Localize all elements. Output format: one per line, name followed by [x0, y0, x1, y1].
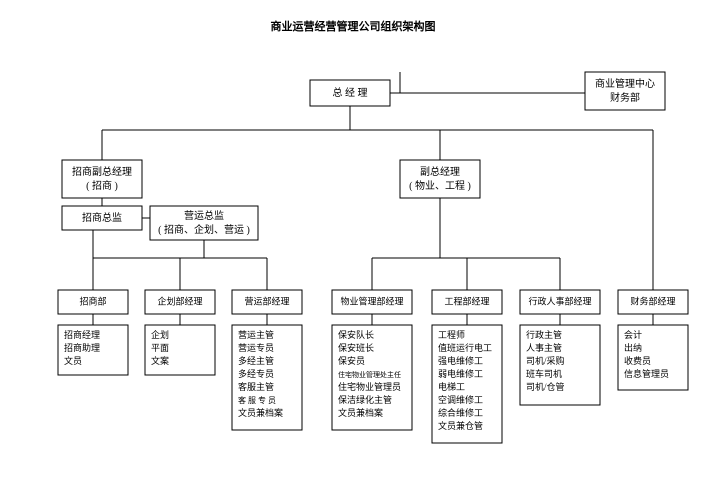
node-text-eng_list-1: 值班运行电工 — [438, 342, 492, 353]
node-text-plan_mgr-0: 企划部经理 — [157, 296, 202, 307]
node-eng_mgr: 工程部经理 — [432, 290, 502, 314]
node-box-vgm_zhao — [62, 160, 142, 198]
node-box-finance — [585, 72, 665, 110]
node-text-fin_mgr-0: 财务部经理 — [630, 296, 675, 307]
node-text-plan_list-0: 企划 — [151, 329, 169, 340]
node-text-prop_list-0: 保安队长 — [338, 329, 374, 340]
node-text-prop_list-3: 住宅物业管理处主任 — [338, 370, 401, 379]
node-text-yy_list-6: 文员兼档案 — [238, 407, 283, 418]
node-yy_dir: 营运总监( 招商、企划、营运 ) — [150, 206, 258, 240]
node-fin_list: 会计出纳收费员信息管理员 — [618, 325, 688, 390]
node-text-eng_list-6: 综合维修工 — [438, 407, 483, 418]
node-plan_mgr: 企划部经理 — [145, 290, 215, 314]
node-eng_list: 工程师值班运行电工强电维修工弱电维修工电梯工空调维修工综合维修工文员兼仓管 — [432, 325, 502, 443]
node-plan_list: 企划平面文案 — [145, 325, 215, 375]
node-box-vgm_wuye — [400, 160, 480, 198]
node-zhao_list: 招商经理招商助理文员 — [58, 325, 128, 375]
node-text-eng_list-4: 电梯工 — [438, 381, 465, 392]
node-zhao_dir: 招商总监 — [62, 206, 142, 230]
node-text-fin_list-1: 出纳 — [624, 342, 642, 353]
node-text-eng_mgr-0: 工程部经理 — [444, 296, 489, 307]
node-text-yy_list-2: 多经主管 — [238, 355, 274, 366]
node-text-vgm_zhao-1: ( 招商 ) — [86, 179, 118, 192]
node-text-plan_list-1: 平面 — [151, 343, 169, 353]
node-text-hr_list-2: 司机/采购 — [526, 355, 565, 366]
node-text-eng_list-5: 空调维修工 — [438, 394, 483, 405]
node-text-prop_list-1: 保安班长 — [338, 342, 374, 353]
node-text-eng_list-3: 弱电维修工 — [438, 368, 483, 379]
node-hr_list: 行政主管人事主管司机/采购班车司机司机/仓管 — [520, 325, 600, 405]
node-text-vgm_wuye-1: ( 物业、工程 ) — [409, 179, 471, 192]
node-text-zhao_dir-0: 招商总监 — [82, 211, 122, 224]
node-text-hr_mgr-0: 行政人事部经理 — [528, 296, 591, 307]
node-text-zhao_list-2: 文员 — [64, 355, 82, 366]
node-yy_list: 营运主管营运专员多经主管多经专员客服主管客 服 专 员文员兼档案 — [232, 325, 302, 430]
node-vgm_zhao: 招商副总经理( 招商 ) — [62, 160, 142, 198]
node-text-zhao_list-0: 招商经理 — [64, 329, 100, 340]
node-text-yy_mgr-0: 营运部经理 — [244, 296, 289, 307]
node-yy_mgr: 营运部经理 — [232, 290, 302, 314]
node-text-finance-0: 商业管理中心 — [595, 77, 655, 90]
node-text-hr_list-4: 司机/仓管 — [526, 381, 565, 392]
node-text-zhao_list-1: 招商助理 — [64, 342, 100, 353]
node-text-yy_list-3: 多经专员 — [238, 368, 274, 379]
node-text-eng_list-7: 文员兼仓管 — [438, 420, 483, 431]
page-title: 商业运营经营管理公司组织架构图 — [271, 19, 436, 33]
node-fin_mgr: 财务部经理 — [618, 290, 688, 314]
node-text-vgm_wuye-0: 副总经理 — [420, 165, 460, 178]
node-text-yy_list-1: 营运专员 — [238, 342, 274, 353]
node-text-hr_list-1: 人事主管 — [526, 342, 562, 353]
node-text-zhao_dept-0: 招商部 — [79, 296, 106, 307]
node-text-yy_dir-0: 营运总监 — [184, 209, 224, 222]
node-text-yy_list-0: 营运主管 — [238, 329, 274, 340]
node-text-fin_list-2: 收费员 — [624, 355, 651, 366]
node-text-yy_dir-1: ( 招商、企划、营运 ) — [158, 223, 250, 236]
node-text-yy_list-5: 客 服 专 员 — [238, 395, 276, 405]
node-text-eng_list-0: 工程师 — [438, 329, 465, 340]
node-vgm_wuye: 副总经理( 物业、工程 ) — [400, 160, 480, 198]
node-text-prop_list-6: 文员兼档案 — [338, 407, 383, 418]
node-text-plan_list-2: 文案 — [151, 355, 169, 366]
node-hr_mgr: 行政人事部经理 — [520, 290, 600, 314]
node-text-hr_list-3: 班车司机 — [526, 368, 562, 379]
node-text-prop_list-4: 住宅物业管理员 — [338, 381, 401, 392]
node-text-vgm_zhao-0: 招商副总经理 — [72, 165, 132, 178]
node-text-finance-1: 财务部 — [610, 91, 640, 104]
node-zhao_dept: 招商部 — [58, 290, 128, 314]
node-gm: 总 经 理 — [310, 80, 390, 106]
node-text-hr_list-0: 行政主管 — [526, 329, 562, 340]
node-prop_mgr: 物业管理部经理 — [332, 290, 412, 314]
node-text-prop_list-2: 保安员 — [338, 355, 365, 366]
node-text-prop_mgr-0: 物业管理部经理 — [340, 296, 403, 307]
node-text-fin_list-3: 信息管理员 — [624, 368, 669, 379]
node-text-eng_list-2: 强电维修工 — [438, 355, 483, 366]
node-text-gm-0: 总 经 理 — [333, 86, 368, 99]
org-chart: 商业运营经营管理公司组织架构图总 经 理 商业管理中心财务部招商副总经理( 招商 … — [0, 0, 707, 500]
node-prop_list: 保安队长保安班长保安员住宅物业管理处主任住宅物业管理员保洁绿化主管文员兼档案 — [332, 325, 412, 430]
node-text-yy_list-4: 客服主管 — [238, 381, 274, 392]
node-finance: 商业管理中心财务部 — [585, 72, 665, 110]
node-text-prop_list-5: 保洁绿化主管 — [338, 394, 392, 405]
node-text-fin_list-0: 会计 — [624, 329, 642, 340]
